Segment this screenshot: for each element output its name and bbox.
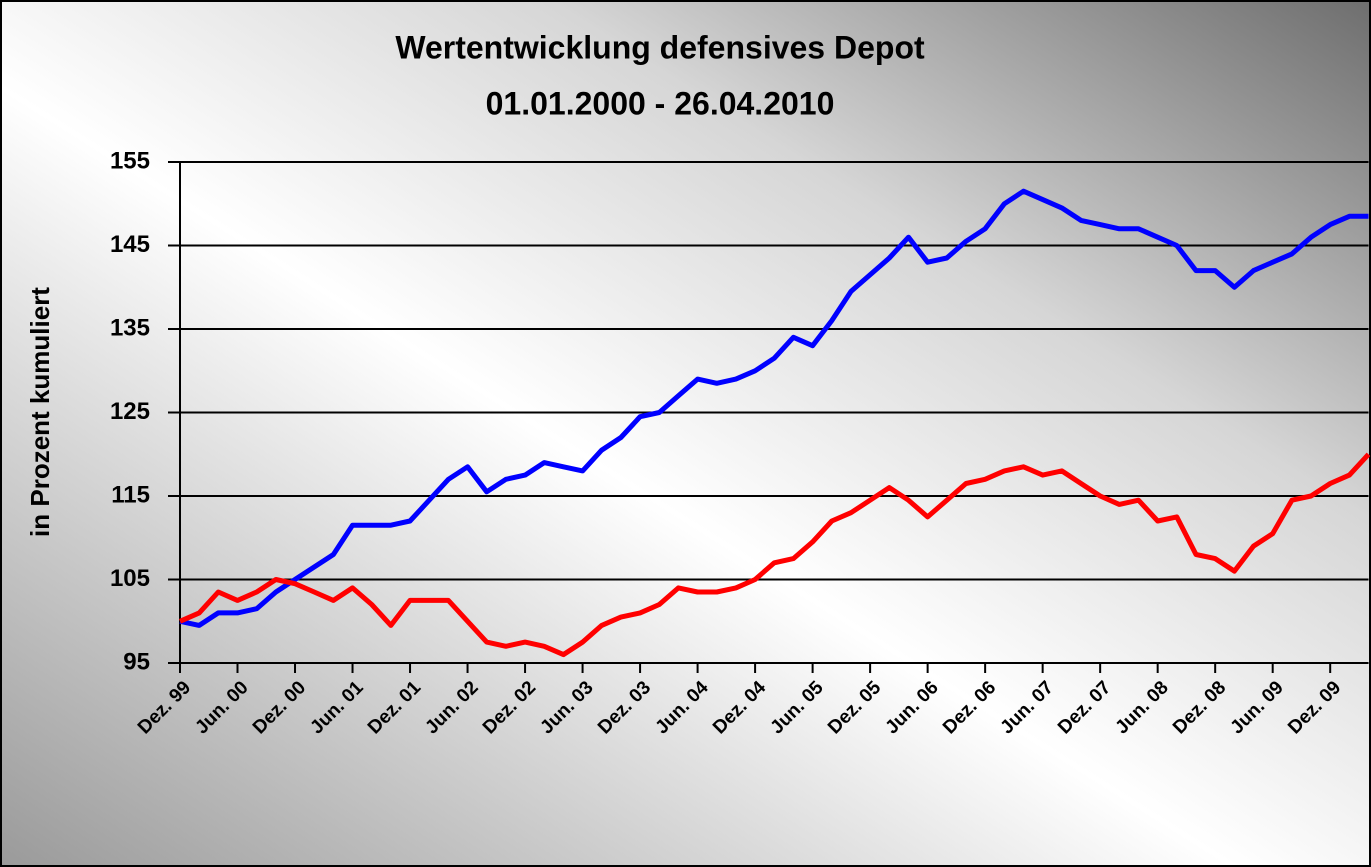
series-line — [179, 188, 1369, 628]
y-axis-title: in Prozent kumuliert — [25, 287, 55, 537]
chart-subtitle: 01.01.2000 - 26.04.2010 — [486, 85, 835, 121]
y-tick-label: 95 — [123, 648, 150, 675]
y-tick-label: 115 — [111, 481, 150, 508]
y-tick-label: 125 — [110, 398, 150, 425]
series-line — [178, 452, 1371, 658]
y-tick-label: 145 — [110, 231, 150, 258]
y-tick-label: 135 — [110, 314, 150, 341]
chart-title: Wertentwicklung defensives Depot — [395, 29, 925, 65]
y-tick-label: 155 — [110, 147, 150, 174]
y-tick-label: 105 — [110, 565, 150, 592]
